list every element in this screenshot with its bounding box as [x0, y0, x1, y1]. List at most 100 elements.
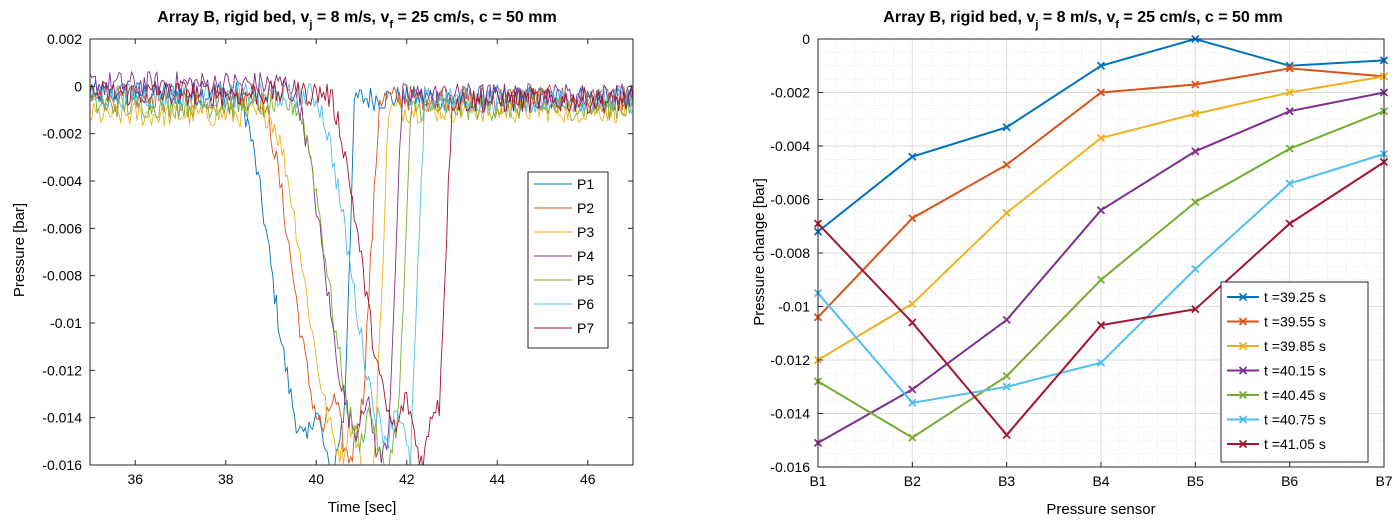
data-point-marker — [1285, 144, 1294, 153]
data-point-marker — [1191, 198, 1200, 207]
data-point-marker — [1191, 305, 1200, 314]
data-point-marker — [908, 318, 917, 327]
y-tick-label: 0 — [74, 78, 82, 94]
data-point-marker — [1285, 88, 1294, 97]
x-tick-label: B1 — [809, 473, 826, 489]
legend-marker — [1238, 390, 1248, 400]
y-tick-label: -0.006 — [770, 192, 810, 208]
x-tick-label: B2 — [904, 473, 921, 489]
legend-label: P3 — [577, 224, 594, 240]
legend-label: t =39.85 s — [1264, 338, 1326, 354]
y-tick-label: -0.006 — [42, 220, 82, 236]
data-point-marker — [1096, 321, 1106, 330]
legend-label: P2 — [577, 200, 594, 216]
data-point-marker — [1096, 275, 1106, 284]
y-tick-label: -0.012 — [770, 352, 810, 368]
x-tick-label: 36 — [127, 471, 143, 487]
data-point-marker — [908, 152, 917, 161]
data-point-marker — [1002, 430, 1011, 440]
data-point-marker — [1191, 80, 1200, 89]
y-tick-label: -0.016 — [42, 457, 82, 473]
y-tick-label: -0.016 — [770, 459, 810, 475]
y-tick-label: -0.008 — [770, 245, 810, 261]
chart-right-plot: B1 B2 B3 B4 B5 B6 B7 0 -0.002 -0.004 -0.006 -0.008 -… — [770, 31, 1392, 489]
chart-right-ylabel: Pressure change [bar] — [751, 178, 768, 326]
legend-label: P7 — [577, 320, 594, 336]
y-tick-label: 0.002 — [47, 31, 82, 47]
data-point-marker — [1002, 382, 1011, 391]
y-tick-label: 0 — [802, 31, 810, 47]
data-point-marker — [1191, 264, 1200, 274]
y-tick-label: -0.008 — [42, 268, 82, 284]
legend-label: t =39.25 s — [1264, 289, 1326, 305]
y-tick-label: -0.002 — [770, 85, 810, 101]
legend-label: P5 — [577, 272, 594, 288]
chart-left-title: Array B, rigid bed, vj = 8 m/s, vf = 25 … — [157, 9, 556, 31]
data-point-marker — [1285, 64, 1294, 73]
series-line-P2 — [90, 83, 633, 464]
chart-right-xlabel: Pressure sensor — [1046, 501, 1155, 518]
legend-marker — [1238, 366, 1248, 375]
chart-left-axes-box — [89, 38, 634, 466]
data-point-marker — [1285, 179, 1294, 188]
legend-marker — [1238, 292, 1248, 302]
x-tick-label: B4 — [1092, 473, 1109, 489]
series-line-P1 — [90, 80, 633, 465]
chart-left-legend — [527, 171, 609, 349]
data-point-marker — [1191, 109, 1200, 119]
chart-left-xlabel: Time [sec] — [328, 499, 397, 516]
data-point-marker — [1191, 147, 1200, 156]
y-tick-label: -0.004 — [770, 138, 810, 154]
legend-label: t =40.15 s — [1264, 363, 1326, 379]
data-point-marker — [908, 299, 917, 308]
legend-label: P1 — [577, 176, 594, 192]
data-point-marker — [1002, 123, 1011, 132]
x-tick-label: 40 — [308, 471, 324, 487]
data-point-marker — [908, 398, 917, 407]
x-tick-label: B6 — [1281, 473, 1298, 489]
legend-label: t =40.75 s — [1264, 412, 1326, 428]
legend-marker — [1238, 341, 1248, 351]
data-point-marker — [1002, 160, 1011, 169]
y-tick-label: -0.01 — [778, 299, 810, 315]
data-point-marker — [1096, 88, 1106, 97]
series-line-P3 — [90, 96, 633, 465]
legend-marker — [1238, 415, 1248, 424]
chart-left-ylabel: Pressure [bar] — [11, 203, 28, 297]
data-point-marker — [908, 385, 917, 394]
x-tick-label: B5 — [1187, 473, 1204, 489]
data-point-marker — [1096, 61, 1106, 70]
x-tick-label: B3 — [998, 473, 1015, 489]
data-point-marker — [908, 214, 917, 223]
series-line-P7 — [90, 79, 633, 465]
data-point-marker — [1285, 219, 1294, 228]
data-point-marker — [1002, 315, 1011, 325]
y-tick-label: -0.01 — [50, 315, 82, 331]
y-tick-label: -0.014 — [42, 410, 82, 426]
data-point-marker — [1096, 133, 1106, 143]
x-tick-label: B7 — [1375, 473, 1392, 489]
chart-right-title: Array B, rigid bed, vj = 8 m/s, vf = 25 … — [883, 9, 1282, 31]
data-point-marker — [1096, 206, 1106, 215]
data-point-marker — [1002, 208, 1011, 218]
chart-left-plot: 36 38 40 42 44 46 0.002 0 -0.002 -0.004 -0.006 -0.0… — [42, 31, 634, 487]
x-tick-label: 38 — [218, 471, 234, 487]
y-tick-label: -0.012 — [42, 362, 82, 378]
legend-label: t =39.55 s — [1264, 314, 1326, 330]
legend-label: P6 — [577, 296, 594, 312]
legend-marker — [1238, 317, 1248, 326]
legend-marker — [1238, 439, 1248, 449]
legend-label: t =41.05 s — [1264, 436, 1326, 452]
legend-label: t =40.45 s — [1264, 387, 1326, 403]
data-point-marker — [1285, 107, 1294, 116]
legend-label: P4 — [577, 248, 594, 264]
y-tick-label: -0.004 — [42, 173, 82, 189]
x-tick-label: 44 — [489, 471, 505, 487]
y-tick-label: -0.014 — [770, 406, 810, 422]
data-point-marker — [908, 433, 917, 442]
y-tick-label: -0.002 — [42, 126, 82, 142]
data-point-marker — [1002, 371, 1011, 381]
data-point-marker — [1096, 358, 1106, 367]
x-tick-label: 42 — [399, 471, 415, 487]
